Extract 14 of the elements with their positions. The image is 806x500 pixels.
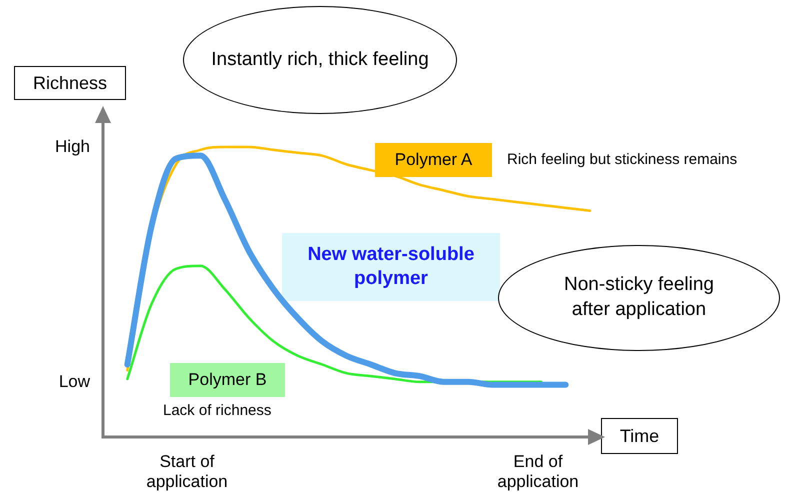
- annotation: Non-sticky feeling after application: [563, 273, 715, 322]
- speech-bubble: Instantly rich, thick feeling: [183, 6, 457, 114]
- speech-bubble: Non-sticky feeling after application: [498, 245, 780, 351]
- label-box: Polymer B: [170, 363, 285, 397]
- x-axis-title: Time: [601, 418, 678, 454]
- annotation: Lack of richness: [163, 402, 272, 420]
- y-axis-title: Richness: [14, 66, 126, 100]
- text: End of application: [496, 452, 580, 493]
- text: Start of application: [145, 452, 229, 493]
- text: High: [54, 137, 90, 158]
- annotation: Rich feeling but stickiness remains: [507, 151, 738, 169]
- label-box: Polymer A: [375, 143, 492, 177]
- text: Low: [58, 372, 90, 392]
- label-box: New water-soluble polymer: [282, 233, 500, 301]
